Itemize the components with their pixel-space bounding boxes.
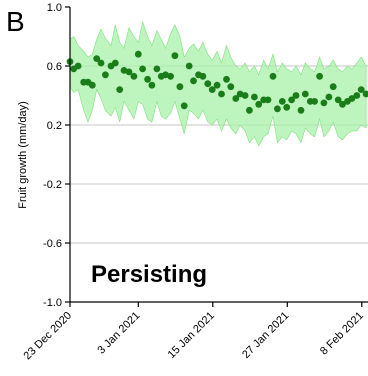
data-point bbox=[190, 77, 197, 85]
axes bbox=[65, 6, 368, 307]
x-tick-label: 27 Jan 2021 bbox=[240, 310, 291, 361]
data-point bbox=[353, 92, 361, 99]
data-point bbox=[88, 81, 96, 89]
x-tick-label: 15 Jan 2021 bbox=[166, 310, 217, 361]
data-point bbox=[116, 86, 124, 93]
x-tick-label: 23 Dec 2020 bbox=[22, 310, 75, 363]
data-point bbox=[185, 62, 193, 70]
data-point bbox=[241, 92, 249, 99]
data-point bbox=[125, 68, 133, 76]
data-point bbox=[329, 83, 337, 91]
y-tick-label: 1.0 bbox=[47, 2, 62, 14]
data-point bbox=[325, 93, 333, 101]
persisting-label: Persisting bbox=[91, 261, 207, 288]
data-point bbox=[251, 93, 258, 101]
data-point bbox=[218, 90, 225, 98]
data-point bbox=[232, 95, 240, 102]
data-point bbox=[111, 59, 119, 67]
data-point bbox=[223, 75, 230, 83]
data-point bbox=[301, 90, 309, 98]
y-tick-label: 0.2 bbox=[47, 120, 62, 132]
data-point bbox=[208, 86, 216, 93]
data-point bbox=[213, 81, 221, 89]
data-point bbox=[311, 98, 318, 105]
x-tick-labels: 23 Dec 2020 3 Jan 2021 15 Jan 2021 27 Jan 2… bbox=[22, 310, 366, 363]
data-point bbox=[269, 72, 277, 80]
data-point bbox=[348, 95, 356, 102]
data-point bbox=[171, 52, 179, 60]
data-point bbox=[334, 96, 342, 104]
data-point bbox=[93, 55, 101, 62]
data-point bbox=[139, 65, 147, 73]
data-point bbox=[180, 102, 188, 110]
data-point bbox=[153, 65, 161, 73]
data-point bbox=[130, 72, 138, 80]
data-point bbox=[148, 81, 156, 89]
data-point bbox=[227, 83, 235, 91]
data-point bbox=[199, 72, 207, 80]
y-tick-label: -1.0 bbox=[43, 297, 62, 309]
data-points bbox=[66, 50, 368, 114]
panel-letter: B bbox=[6, 6, 25, 37]
data-point bbox=[292, 92, 300, 99]
data-point bbox=[362, 90, 368, 98]
data-point bbox=[264, 96, 272, 104]
data-point bbox=[278, 98, 286, 105]
y-tick-label: -0.6 bbox=[43, 238, 62, 250]
data-point bbox=[102, 71, 109, 79]
data-point bbox=[297, 106, 305, 114]
data-point bbox=[246, 106, 253, 114]
data-point bbox=[283, 103, 291, 111]
data-point bbox=[339, 100, 346, 108]
data-point bbox=[134, 50, 142, 58]
y-tick-labels: 1.0 0.6 0.2 -0.2 -0.6 -1.0 bbox=[43, 2, 62, 309]
data-point bbox=[316, 72, 323, 80]
x-tick-label: 3 Jan 2021 bbox=[95, 310, 142, 357]
data-point bbox=[167, 72, 175, 80]
data-point bbox=[97, 59, 105, 67]
y-axis-title: Fruit growth (mm/day) bbox=[17, 101, 29, 209]
data-point bbox=[255, 100, 263, 108]
data-point bbox=[274, 105, 281, 113]
data-point bbox=[176, 83, 184, 91]
x-tick-label: 8 Feb 2021 bbox=[318, 310, 366, 358]
data-point bbox=[357, 86, 365, 93]
data-point bbox=[288, 96, 295, 104]
data-point bbox=[144, 75, 152, 83]
data-point bbox=[320, 99, 328, 107]
data-point bbox=[74, 62, 82, 70]
data-point bbox=[204, 80, 212, 88]
y-tick-label: -0.2 bbox=[43, 179, 62, 191]
y-tick-label: 0.6 bbox=[47, 61, 62, 73]
